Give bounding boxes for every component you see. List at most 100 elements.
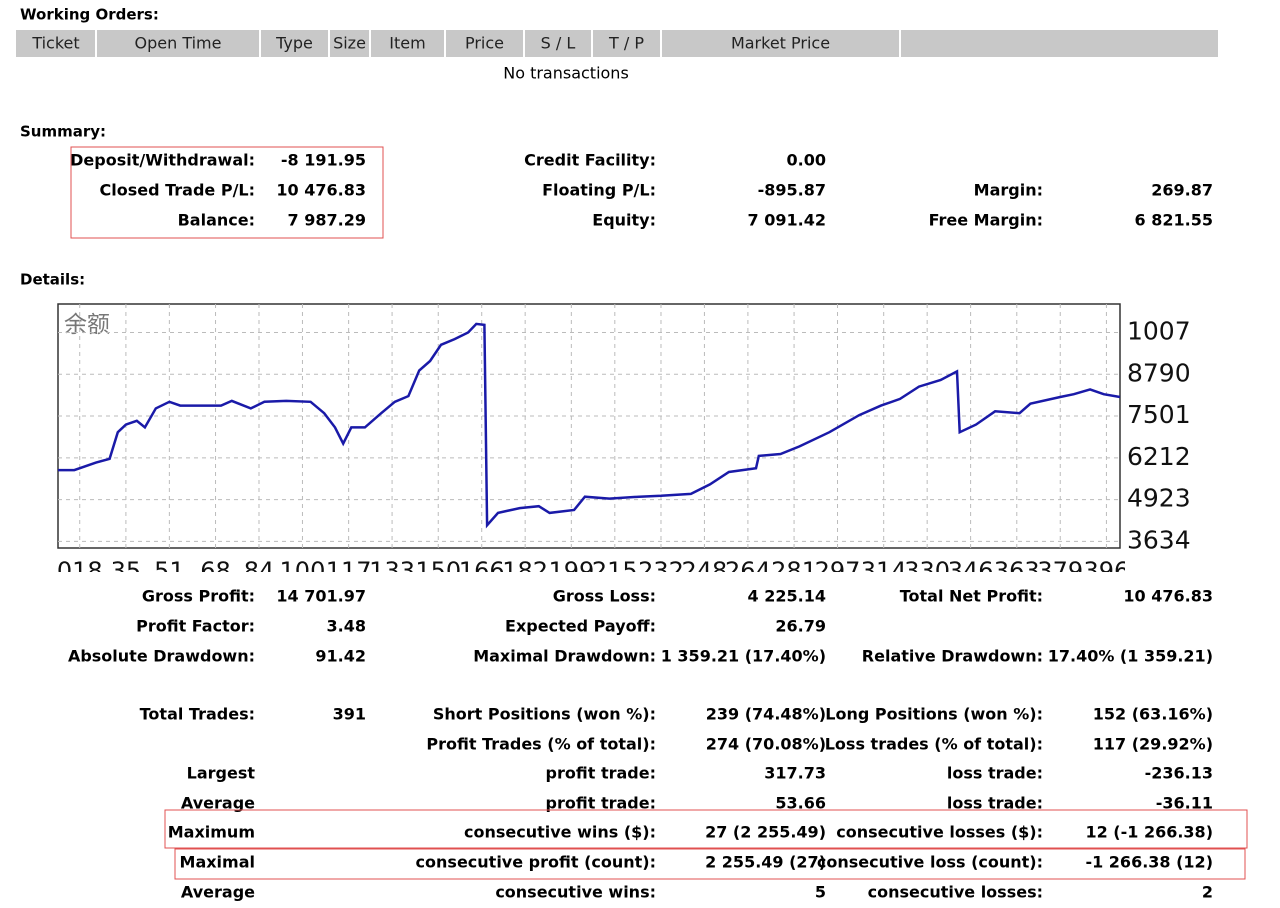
x-tick-label: 018 <box>57 557 103 585</box>
x-tick-label: 117 <box>326 557 372 585</box>
field-label: profit trade: <box>546 794 656 813</box>
field-label: Largest <box>187 764 256 783</box>
column-header: T / P <box>608 34 644 53</box>
field-value: 4 225.14 <box>748 587 826 606</box>
field-label: Equity: <box>592 211 656 230</box>
field-label: Average <box>181 883 255 902</box>
x-tick-label: 314 <box>861 557 907 585</box>
field-value: 53.66 <box>775 794 826 813</box>
field-value: 14 701.97 <box>276 587 366 606</box>
column-header: Type <box>275 34 313 53</box>
field-label: Profit Trades (% of total): <box>426 735 656 754</box>
highlight-box <box>70 146 384 239</box>
field-label: Closed Trade P/L: <box>100 181 256 200</box>
field-value: 17.40% (1 359.21) <box>1048 647 1213 666</box>
x-tick-label: 35 <box>111 557 142 585</box>
field-label: profit trade: <box>546 764 656 783</box>
field-value: 1 359.21 (17.40%) <box>661 647 826 666</box>
field-value: 391 <box>333 705 366 724</box>
x-tick-label: 133 <box>369 557 415 585</box>
field-value: -8 191.95 <box>281 151 366 170</box>
field-label: Margin: <box>974 181 1043 200</box>
column-header: Open Time <box>135 34 222 53</box>
x-tick-label: 51 <box>154 557 185 585</box>
balance-line <box>58 322 1121 529</box>
field-value: 317.73 <box>764 764 826 783</box>
field-value: 10 476.83 <box>276 181 366 200</box>
field-value: 12 (-1 266.38) <box>1085 823 1213 842</box>
x-tick-label: 346 <box>948 557 994 585</box>
field-label: Gross Loss: <box>553 587 656 606</box>
x-tick-label: 330 <box>904 557 950 585</box>
x-tick-label: 68 <box>200 557 231 585</box>
column-header: Item <box>389 34 425 53</box>
field-value: 7 091.42 <box>748 211 826 230</box>
column-header: Size <box>333 34 366 53</box>
field-label: Maximal <box>180 853 255 872</box>
field-label: Floating P/L: <box>542 181 656 200</box>
x-tick-label: 363 <box>994 557 1040 585</box>
field-value: 3.48 <box>327 617 366 636</box>
x-tick-label: 182 <box>502 557 548 585</box>
field-value: 91.42 <box>315 647 366 666</box>
field-label: Total Trades: <box>140 705 255 724</box>
x-tick-label: 281 <box>771 557 817 585</box>
field-value: 2 255.49 (27) <box>705 853 826 872</box>
field-label: consecutive losses ($): <box>836 823 1043 842</box>
field-value: 26.79 <box>775 617 826 636</box>
field-label: Maximum <box>168 823 255 842</box>
field-label: consecutive wins: <box>495 883 656 902</box>
field-label: Average <box>181 794 255 813</box>
y-tick-label: 6212 <box>1127 442 1191 471</box>
highlight-box <box>164 809 1248 849</box>
column-header: Market Price <box>731 34 830 53</box>
x-tick-label: 199 <box>548 557 594 585</box>
field-label: loss trade: <box>947 794 1043 813</box>
field-value: -895.87 <box>758 181 826 200</box>
field-value: 10 476.83 <box>1123 587 1213 606</box>
field-value: 274 (70.08%) <box>706 735 826 754</box>
orders-header <box>16 30 1218 57</box>
y-tick-label: 3634 <box>1127 525 1191 554</box>
field-label: Deposit/Withdrawal: <box>70 151 255 170</box>
empty-message: No transactions <box>503 64 629 83</box>
section-title: Summary: <box>20 123 106 141</box>
field-value: 7 987.29 <box>288 211 366 230</box>
field-label: loss trade: <box>947 764 1043 783</box>
field-label: Free Margin: <box>929 211 1043 230</box>
x-tick-label: 84 <box>244 557 275 585</box>
field-label: consecutive losses: <box>868 883 1043 902</box>
field-value: -1 266.38 (12) <box>1085 853 1213 872</box>
x-tick-label: 264 <box>725 557 771 585</box>
field-value: 5 <box>815 883 826 902</box>
x-tick-label: 150 <box>415 557 461 585</box>
field-value: 117 (29.92%) <box>1093 735 1213 754</box>
field-value: -236.13 <box>1145 764 1213 783</box>
column-header: Ticket <box>31 34 79 53</box>
field-label: consecutive loss (count): <box>817 853 1043 872</box>
field-value: 2 <box>1202 883 1213 902</box>
section-title: Working Orders: <box>20 6 159 24</box>
chart-frame <box>57 303 1121 549</box>
y-tick-label: 7501 <box>1127 400 1191 429</box>
x-tick-label: 248 <box>682 557 728 585</box>
field-label: Credit Facility: <box>524 151 656 170</box>
field-label: Long Positions (won %): <box>825 705 1043 724</box>
column-header: S / L <box>541 34 576 53</box>
column-header: Price <box>465 34 504 53</box>
field-label: consecutive wins ($): <box>464 823 656 842</box>
field-label: Relative Drawdown: <box>862 647 1043 666</box>
field-label: Maximal Drawdown: <box>473 647 656 666</box>
x-tick-label: 232 <box>638 557 684 585</box>
field-value: -36.11 <box>1156 794 1213 813</box>
field-label: Absolute Drawdown: <box>68 647 255 666</box>
field-label: Profit Factor: <box>136 617 255 636</box>
x-tick-label: 100 <box>280 557 326 585</box>
x-tick-label: 379 <box>1037 557 1083 585</box>
field-value: 152 (63.16%) <box>1093 705 1213 724</box>
x-tick-label: 166 <box>459 557 505 585</box>
field-value: 0.00 <box>787 151 826 170</box>
y-tick-label: 8790 <box>1127 358 1191 387</box>
